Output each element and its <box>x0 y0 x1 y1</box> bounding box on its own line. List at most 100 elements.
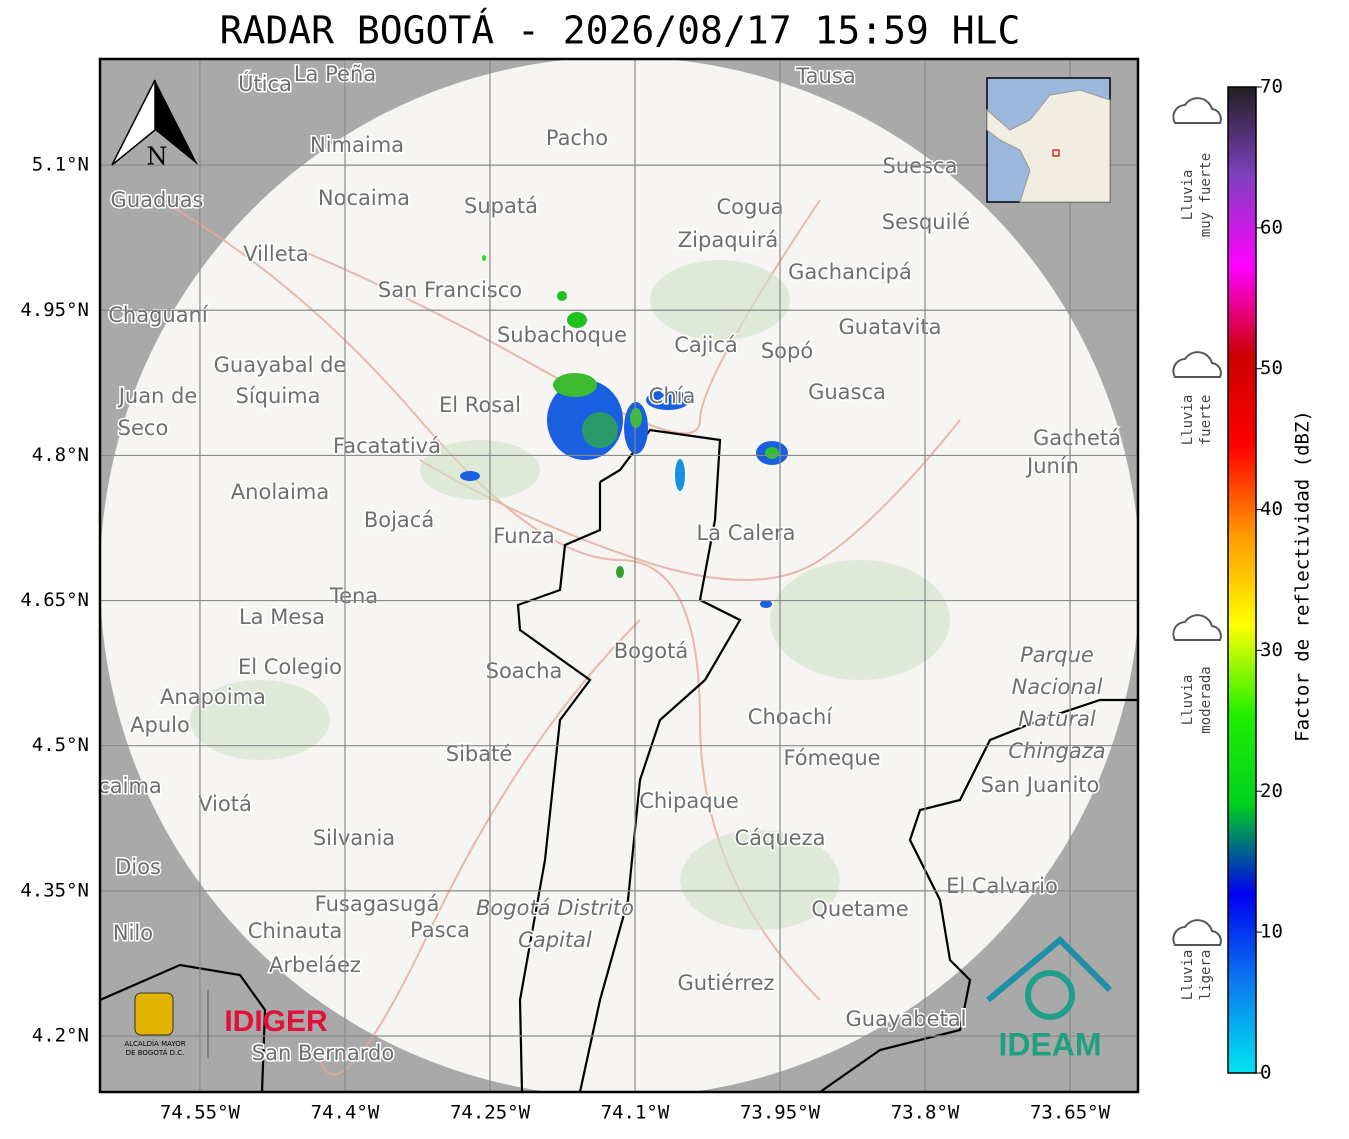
place-label: Nocaima <box>318 186 410 210</box>
logo-idiger: IDIGER <box>224 1005 328 1038</box>
place-label: Subachoque <box>497 323 627 347</box>
department-boundary <box>819 698 1138 1092</box>
y-tick-label: 4.65°N <box>20 589 89 611</box>
rain-level-label: Lluvia <box>1180 675 1196 726</box>
place-label: Pacho <box>546 126 608 150</box>
map: Útica La Peña Tausa Pacho Nimaima Guaduas Noca… <box>98 59 1138 1092</box>
place-label: Guasca <box>808 380 886 404</box>
place-label: Cogua <box>716 195 783 219</box>
map-frame <box>98 57 1140 1094</box>
rain-icon <box>1172 919 1222 946</box>
place-label: Tausa <box>795 64 855 88</box>
place-label: Fómeque <box>783 746 880 770</box>
place-label: Arbeláez <box>269 953 361 977</box>
place-label: Anolaima <box>231 480 329 504</box>
place-label: Junín <box>1025 454 1079 478</box>
inset-map <box>986 77 1111 203</box>
rain-level-label: moderada <box>1198 666 1214 733</box>
place-label: Villeta <box>243 242 308 266</box>
place-label: El Colegio <box>238 655 342 679</box>
district-boundary <box>516 428 742 1092</box>
place-label: Chingaza <box>1008 739 1105 763</box>
place-label: Parque <box>1020 643 1094 667</box>
place-label: Silvania <box>313 826 395 850</box>
place-label: Apulo <box>130 713 190 737</box>
place-label: Soacha <box>486 659 563 683</box>
place-label: Funza <box>493 524 554 548</box>
logo-ideam: IDEAM <box>986 935 1113 1062</box>
place-label: San Francisco <box>378 278 522 302</box>
place-label: Guatavita <box>839 315 942 339</box>
place-label: Nimaima <box>310 133 404 157</box>
place-label: Quetame <box>811 897 908 921</box>
place-label: Bogotá Distrito <box>476 896 634 920</box>
place-label: San Bernardo <box>252 1041 394 1065</box>
place-label: Guaduas <box>111 188 204 212</box>
place-label: Suesca <box>883 154 958 178</box>
rain-level: Lluvia muy fuerte <box>1172 97 1222 237</box>
place-label: Tena <box>329 584 378 608</box>
y-tick-label: 4.2°N <box>32 1024 89 1046</box>
colorbar-tick-label: 20 <box>1260 780 1283 802</box>
rain-level-label: Lluvia <box>1180 395 1196 446</box>
place-labels: Útica La Peña Tausa Pacho Nimaima Guaduas Noca… <box>98 61 1123 1067</box>
place-label: Pasca <box>410 918 470 942</box>
colorbar-tick-label: 10 <box>1260 921 1283 943</box>
place-label: El Rosal <box>439 393 521 417</box>
place-label: La Peña <box>294 62 376 86</box>
place-label: Guayabetal <box>846 1007 967 1031</box>
x-tick-label: 74.4°W <box>311 1102 380 1124</box>
colorbar-tick-label: 30 <box>1260 639 1283 661</box>
place-label: Guayabal de <box>214 353 347 377</box>
place-label: Facatativá <box>333 434 441 458</box>
alcaldia-line: DE BOGOTÁ D.C. <box>126 1048 185 1057</box>
colorbar-tick-label: 0 <box>1260 1062 1271 1084</box>
title: RADAR BOGOTÁ - 2026/08/17 15:59 HLC <box>220 9 1021 53</box>
place-label: Seco <box>118 416 169 440</box>
place-label: San Juanito <box>981 773 1100 797</box>
x-tick-label: 73.8°W <box>891 1102 960 1124</box>
y-tick-label: 5.1°N <box>32 154 89 176</box>
north-arrow: N <box>111 79 198 171</box>
place-label: Chaguaní <box>108 303 209 327</box>
place-label: Gutiérrez <box>678 971 775 995</box>
place-label: Bogotá <box>614 639 689 663</box>
logo-ideam-text: IDEAM <box>998 1026 1101 1062</box>
x-tick-label: 73.95°W <box>740 1102 821 1124</box>
place-label: Nacional <box>1012 675 1103 699</box>
roads <box>159 199 961 1076</box>
place-label: Chipaque <box>639 789 739 813</box>
place-label: Nilo <box>113 921 153 945</box>
x-tick-label: 74.55°W <box>160 1102 241 1124</box>
place-label: caima <box>98 774 162 798</box>
place-label: Chinauta <box>248 919 342 943</box>
rain-level: Lluvia moderada <box>1172 614 1222 734</box>
x-tick-label: 73.65°W <box>1030 1102 1111 1124</box>
rain-level-label: fuerte <box>1198 395 1214 446</box>
place-label: Síquima <box>236 384 321 408</box>
place-label: Bojacá <box>364 508 434 532</box>
place-label: Capital <box>518 928 592 952</box>
place-label: Anapoima <box>160 685 266 709</box>
graticule <box>100 59 1138 1092</box>
y-tick-label: 4.95°N <box>20 299 89 321</box>
place-label: Zipaquirá <box>678 228 778 252</box>
axes: 74.55°W 74.4°W 74.25°W 74.1°W 73.95°W 73.8°W 7… <box>20 154 1110 1124</box>
rain-level-label: Lluvia <box>1180 170 1196 221</box>
place-label: Juan de <box>117 384 198 408</box>
rain-level-label: muy fuerte <box>1198 153 1214 237</box>
colorbar-tick-label: 70 <box>1260 76 1283 98</box>
place-label: Sesquilé <box>882 210 970 234</box>
place-label: Útica <box>238 71 292 96</box>
place-label: Fusagasugá <box>315 892 440 916</box>
place-label: Gachetá <box>1033 426 1121 450</box>
place-label: Gachancipá <box>788 260 912 284</box>
y-tick-label: 4.8°N <box>32 444 89 466</box>
place-label: Supatá <box>464 194 538 218</box>
colorbar-ticks: 0 10 20 30 40 50 60 70 <box>1256 76 1283 1084</box>
place-label: Chía <box>649 384 696 408</box>
y-tick-label: 4.5°N <box>32 734 89 756</box>
x-tick-label: 74.25°W <box>450 1102 531 1124</box>
